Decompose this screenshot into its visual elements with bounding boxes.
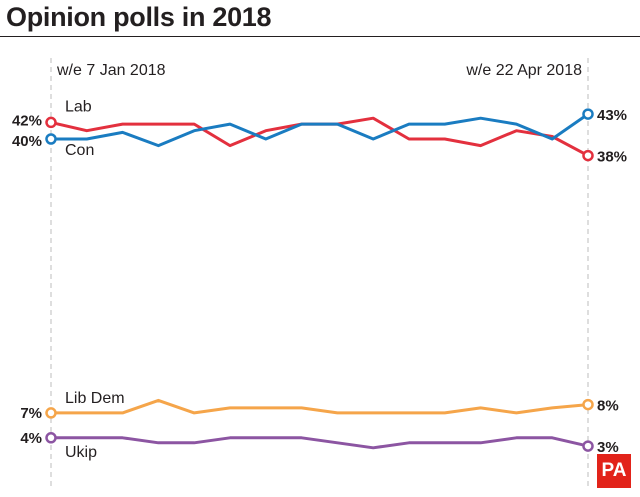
start-marker-con (45, 133, 57, 145)
end-marker-lab (582, 149, 594, 162)
chart-title: Opinion polls in 2018 (6, 2, 272, 32)
series-name-label-con: Con (65, 142, 94, 159)
start-value-label-lib-dem: 7% (20, 405, 42, 422)
start-value-label-con: 40% (12, 133, 42, 150)
start-value-label-ukip: 4% (20, 430, 42, 447)
end-value-label-lab: 38% (597, 149, 627, 166)
x-start-label: w/e 7 Jan 2018 (56, 62, 166, 79)
start-marker-lab (45, 116, 57, 129)
end-value-label-ukip: 3% (597, 439, 619, 456)
series-layer: 42% 38% Lab 40% 43% Con 7% 8% Lib Dem 4% 3% Ukip (12, 98, 627, 460)
series-line-lib-dem (51, 398, 589, 415)
series-name-label-lab: Lab (65, 98, 92, 115)
pa-logo: PA (597, 454, 631, 488)
end-value-label-con: 43% (597, 107, 627, 124)
end-marker-lib-dem (582, 398, 594, 411)
series-name-label-lib-dem: Lib Dem (65, 390, 125, 407)
x-end-label: w/e 22 Apr 2018 (465, 62, 582, 79)
series-line-con (51, 112, 589, 148)
start-marker-ukip (45, 432, 57, 444)
start-value-label-lab: 42% (12, 112, 42, 129)
end-marker-ukip (582, 440, 594, 452)
series-name-label-ukip: Ukip (65, 444, 97, 461)
series-line-ukip (51, 436, 589, 450)
end-value-label-lib-dem: 8% (597, 398, 619, 415)
title-divider (0, 36, 640, 37)
end-marker-con (582, 108, 594, 120)
start-marker-lib-dem (45, 407, 57, 419)
